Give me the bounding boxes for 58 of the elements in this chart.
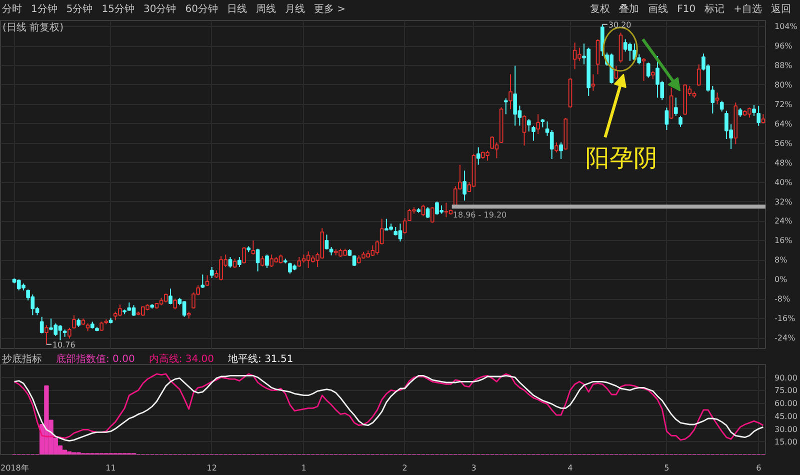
text: 分时 [2, 4, 22, 15]
x-tick-label: 11 [106, 464, 116, 472]
chart-title: 抄底指标 [2, 353, 42, 367]
text: 返回 [771, 4, 791, 15]
text: 更多 > [314, 4, 346, 15]
text: 画线 [648, 4, 668, 15]
y-tick-label: 56% [774, 138, 793, 148]
y-tick-label: 24% [774, 216, 793, 226]
y-tick-label: 16% [774, 236, 793, 246]
text: 月线 [284, 4, 305, 15]
series-label: 地平线: 31.51 [228, 353, 294, 367]
text: +自选 [734, 4, 762, 15]
y-tick-label: -24% [774, 334, 796, 343]
y-tick-label: 80% [774, 80, 793, 90]
text: 周线 [256, 4, 276, 15]
annotation: 30.20 [608, 20, 632, 30]
text: 30分钟 [143, 4, 176, 15]
y-tick-label: 8% [774, 256, 788, 265]
y-tick-label: -8% [774, 294, 790, 304]
annotation: 阳孕阴 [586, 144, 658, 172]
text: 60分钟 [185, 4, 218, 15]
y-tick-label: 48% [774, 158, 793, 168]
y-tick-label: 15.00 [774, 438, 798, 447]
text: 标记 [704, 4, 725, 15]
x-tick-label: 3 [471, 464, 476, 472]
annotation: 18.96 - 19.20 [452, 210, 507, 220]
y-tick-label: 88% [774, 61, 793, 70]
y-tick-label: -16% [774, 314, 796, 324]
y-tick-label: 96% [774, 42, 793, 51]
y-tick-label: 90.00 [774, 373, 798, 382]
x-tick-label: 12 [206, 464, 217, 472]
annotation: 10.76 [52, 340, 76, 350]
x-tick-label: 4 [568, 464, 573, 472]
text: 叠加 [619, 4, 640, 15]
y-tick-label: 0% [774, 275, 788, 284]
x-tick-label: 1 [301, 464, 306, 472]
y-tick-label: 32% [774, 197, 793, 206]
y-tick-label: 64% [774, 119, 793, 128]
text: 日线 [226, 4, 247, 15]
text: F10 [677, 4, 696, 15]
y-tick-label: 75.00 [774, 386, 798, 396]
chart-title: (日线 前复权) [2, 22, 64, 34]
y-tick-label: 72% [774, 100, 793, 109]
text: 复权 [590, 4, 610, 15]
y-tick-label: 30.00 [774, 424, 798, 434]
y-tick-label: 104% [774, 22, 798, 32]
y-tick-label: 60.00 [774, 399, 798, 408]
text: 5分钟 [66, 4, 93, 15]
x-tick-label: 2018年 [0, 464, 29, 472]
x-tick-label: 6 [756, 464, 762, 472]
series-label: 内高线: 34.00 [148, 353, 214, 367]
x-tick-label: 5 [664, 464, 670, 472]
y-tick-label: 40% [774, 178, 793, 187]
text: 1分钟 [31, 4, 58, 15]
text: 底部指数值: 0.00 [56, 353, 135, 367]
text: 15分钟 [102, 4, 134, 15]
x-tick-label: 2 [402, 464, 408, 472]
y-tick-label: 45.00 [774, 412, 798, 421]
